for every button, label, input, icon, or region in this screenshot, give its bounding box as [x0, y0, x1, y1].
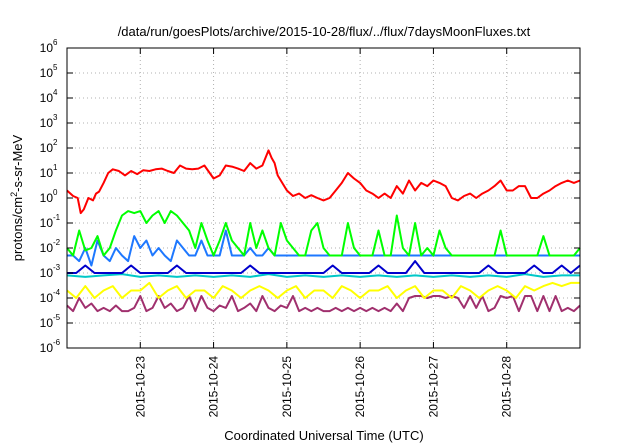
y-tick-label: 105 — [40, 63, 58, 80]
x-tick-label: 2015-10-23 — [133, 356, 147, 418]
x-tick-label: 2015-10-26 — [353, 356, 367, 418]
y-tick-label-base: 10 — [40, 141, 54, 155]
y-tick-label: 10-4 — [40, 288, 61, 305]
y-tick-label-exp: -4 — [53, 288, 61, 297]
y-tick-label-exp: -6 — [53, 338, 61, 347]
y-axis-label-base: protons/cm — [10, 197, 25, 261]
y-tick-label: 100 — [40, 188, 58, 205]
x-tick-label: 2015-10-28 — [500, 356, 514, 418]
y-tick-label-base: 10 — [40, 91, 54, 105]
series-line — [67, 260, 581, 274]
y-tick-label-base: 10 — [40, 316, 54, 330]
y-tick-label-exp: 6 — [53, 38, 58, 47]
y-tick-label: 10-5 — [40, 313, 61, 330]
series-line — [66, 149, 581, 215]
y-tick-label-base: 10 — [40, 241, 54, 255]
y-axis-label-rest: -s-sr-MeV — [10, 134, 25, 191]
y-tick-label-base: 10 — [40, 341, 54, 355]
series-line — [66, 281, 580, 299]
y-tick-label-exp: 4 — [53, 88, 58, 97]
y-tick-label: 106 — [40, 38, 58, 55]
y-tick-label-exp: -2 — [53, 238, 61, 247]
y-tick-label-base: 10 — [40, 216, 54, 230]
y-tick-label-base: 10 — [40, 266, 54, 280]
x-tick-label: 2015-10-25 — [280, 356, 294, 418]
y-tick-label: 102 — [40, 138, 58, 155]
series-layer — [66, 149, 581, 313]
y-tick-label: 10-2 — [40, 238, 61, 255]
y-tick-label-exp: 1 — [53, 163, 58, 172]
y-tick-label-exp: 5 — [53, 63, 58, 72]
y-tick-label: 10-6 — [40, 338, 61, 355]
y-tick-label-exp: 2 — [53, 138, 58, 147]
y-tick-labels: 10-610-510-410-310-210-11001011021031041… — [40, 38, 61, 355]
chart-title: /data/run/goesPlots/archive/2015-10-28/f… — [118, 24, 531, 39]
y-tick-label-exp: 3 — [53, 113, 58, 122]
y-tick-label-exp: -3 — [53, 263, 61, 272]
y-tick-label-exp: -1 — [53, 213, 61, 222]
y-tick-label-base: 10 — [40, 66, 54, 80]
x-tick-labels: 2015-10-23 2015-10-24 2015-10-25 2015-10-26… — [133, 356, 513, 418]
y-tick-label: 10-1 — [40, 213, 61, 230]
x-axis-label: Coordinated Universal Time (UTC) — [224, 428, 423, 443]
y-tick-label-base: 10 — [40, 166, 54, 180]
y-tick-label: 103 — [40, 113, 58, 130]
y-tick-label-base: 10 — [40, 41, 54, 55]
y-tick-label: 10-3 — [40, 263, 61, 280]
series-line — [66, 273, 580, 278]
x-tick-label: 2015-10-27 — [426, 356, 440, 418]
series-line — [66, 210, 581, 257]
x-tick-label: 2015-10-24 — [207, 356, 221, 418]
y-tick-label-base: 10 — [40, 291, 54, 305]
y-tick-label-base: 10 — [40, 191, 54, 205]
y-axis-label-sup: 2 — [9, 192, 19, 197]
y-axis-label: protons/cm2-s-sr-MeV — [9, 134, 25, 261]
y-tick-label: 101 — [40, 163, 58, 180]
y-tick-label-exp: 0 — [53, 188, 58, 197]
y-tick-label-base: 10 — [40, 116, 54, 130]
y-tick-label: 104 — [40, 88, 58, 105]
y-tick-label-exp: -5 — [53, 313, 61, 322]
ticks — [67, 47, 580, 349]
series-line — [66, 295, 581, 313]
